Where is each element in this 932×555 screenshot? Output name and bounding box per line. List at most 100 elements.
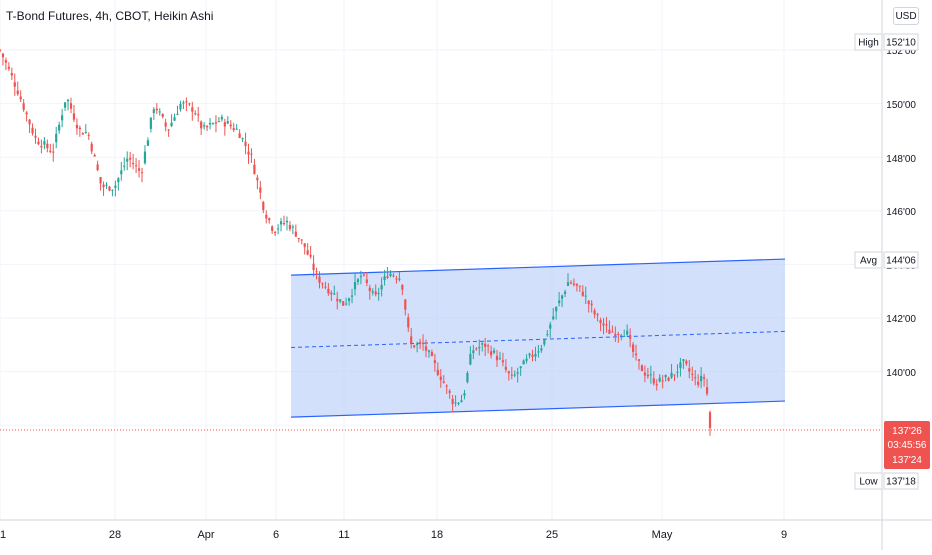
candle-body	[371, 291, 374, 293]
candle-body	[469, 353, 472, 365]
candle-body	[572, 283, 576, 285]
candle-body	[271, 226, 274, 231]
candle-body	[294, 231, 297, 237]
candle-body	[481, 343, 484, 345]
candle-body	[430, 351, 434, 356]
candle-body	[487, 345, 490, 347]
time-label: May	[652, 529, 673, 541]
candle-body	[268, 218, 271, 221]
candle-body	[525, 358, 528, 361]
candle-body	[643, 372, 647, 376]
candle-body	[152, 109, 155, 114]
candle-body	[34, 135, 37, 138]
candle-body	[336, 298, 339, 302]
candle-body	[61, 115, 64, 121]
candle-body	[117, 178, 120, 183]
channel-median-line	[291, 330, 785, 348]
candle-body	[365, 279, 368, 284]
candle-body	[114, 185, 117, 188]
candle-body	[129, 157, 132, 160]
parallel-channel[interactable]	[291, 258, 785, 418]
candle-body	[353, 281, 357, 290]
candle-body	[705, 387, 709, 394]
candle-body	[631, 344, 635, 352]
candle-body	[81, 133, 84, 135]
candle-body	[513, 374, 516, 376]
candle-body	[126, 158, 129, 162]
candle-body	[679, 362, 682, 369]
tag-name: High	[858, 38, 879, 49]
price-label: 142'00	[886, 314, 916, 325]
candle-body	[599, 320, 602, 324]
candle-body	[285, 220, 289, 223]
last-price-value: 137'26	[892, 426, 922, 437]
candle-body	[4, 60, 8, 63]
candle-body	[655, 384, 658, 386]
time-axis[interactable]: 1 28 Apr 6 11 18 25 May 9	[0, 529, 787, 541]
candle-body	[235, 128, 238, 130]
candle-body	[7, 66, 10, 69]
candle-body	[549, 324, 552, 329]
candle-body	[324, 286, 327, 288]
candle-body	[137, 168, 141, 171]
candle-body	[445, 385, 448, 387]
candle-body	[241, 138, 244, 140]
candle-body	[182, 102, 185, 104]
channel-fill	[291, 259, 785, 418]
candle-body	[134, 165, 138, 167]
candle-body	[1, 53, 5, 58]
candle-body	[149, 117, 152, 129]
candle-body	[176, 113, 179, 115]
candle-body	[407, 317, 410, 328]
candle-body	[226, 121, 229, 124]
candle-body	[208, 122, 212, 125]
candle-body	[345, 303, 348, 305]
candle-body	[214, 122, 218, 124]
candle-body	[531, 354, 534, 357]
candle-body	[167, 129, 170, 131]
candle-body	[587, 300, 590, 304]
candle-body	[40, 146, 43, 148]
candle-body	[52, 151, 55, 153]
candle-body	[416, 343, 419, 345]
tag-box	[854, 33, 883, 51]
candle-body	[478, 347, 481, 349]
candle-body	[220, 116, 223, 120]
candle-body	[700, 375, 703, 382]
channel-lower-line	[291, 400, 785, 418]
candle-body	[170, 122, 173, 127]
tag-value: 152'10	[886, 38, 916, 49]
candle-body	[43, 141, 46, 145]
candle-body	[543, 338, 546, 345]
candle-body	[158, 111, 161, 113]
candle-body	[658, 377, 661, 382]
candle-body	[374, 291, 377, 295]
price-label: 148'00	[886, 154, 916, 165]
candle-body	[93, 154, 96, 157]
candle-body	[418, 342, 422, 344]
currency-button[interactable]: USD	[893, 7, 919, 25]
candle-body	[537, 351, 540, 353]
candle-body	[652, 378, 655, 384]
chart-title: T-Bond Futures, 4h, CBOT, Heikin Ashi	[6, 9, 214, 23]
candle-body	[368, 287, 371, 292]
candle-body	[102, 184, 105, 188]
candle-body	[534, 353, 537, 357]
candle-body	[463, 393, 466, 396]
candle-body	[217, 121, 221, 123]
price-scale[interactable]: 152'00150'00148'00146'00144'00142'00140'…	[854, 33, 930, 490]
candle-body	[342, 301, 345, 306]
candle-body	[99, 177, 102, 184]
candle-body	[626, 330, 629, 335]
candle-body	[433, 360, 436, 364]
candle-body	[25, 112, 28, 115]
candle-body	[359, 276, 363, 278]
time-label: Apr	[197, 529, 214, 541]
candle-body	[253, 164, 256, 175]
candle-body	[584, 295, 587, 297]
candle-body	[386, 276, 389, 278]
candle-body	[188, 103, 191, 105]
candle-body	[327, 288, 330, 294]
